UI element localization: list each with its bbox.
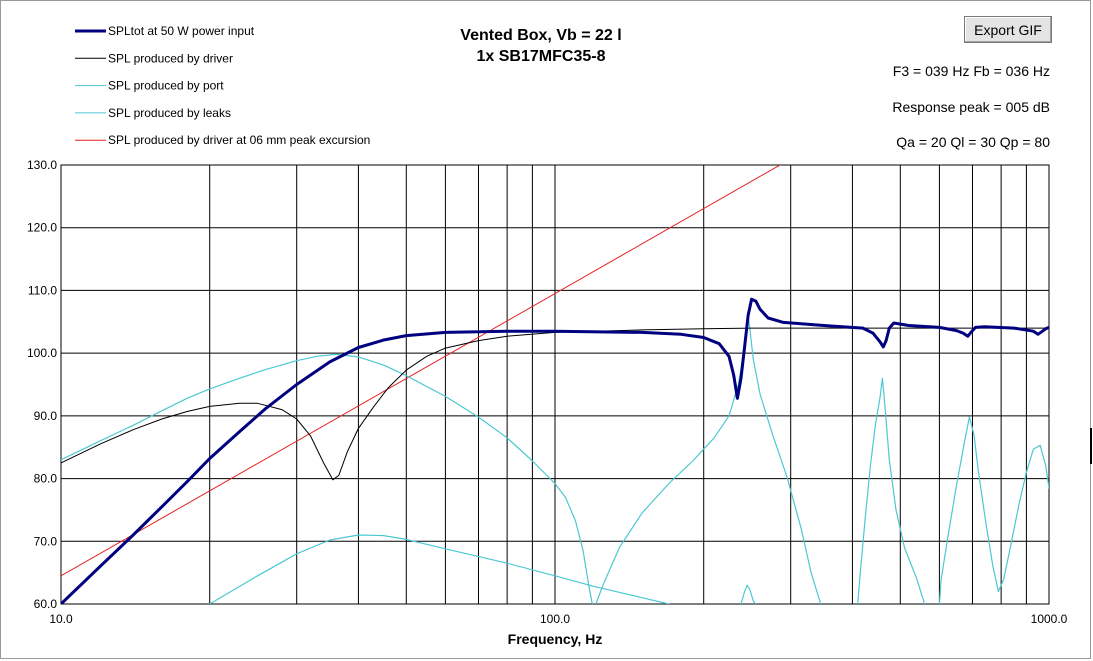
info-q-values: Qa = 20 Ql = 30 Qp = 80: [896, 134, 1050, 150]
y-tick-label: 70.0: [34, 534, 58, 548]
legend-label-port: SPL produced by port: [108, 79, 224, 93]
chart-title: Vented Box, Vb = 22 l: [460, 27, 621, 44]
legend-label-driver: SPL produced by driver: [108, 51, 233, 65]
y-tick-label: 130.0: [27, 158, 57, 172]
legend-label-total: SPLtot at 50 W power input: [108, 24, 255, 38]
legend-label-excursion: SPL produced by driver at 06 mm peak exc…: [108, 133, 370, 147]
y-tick-label: 110.0: [28, 283, 57, 297]
x-tick-label: 10.0: [49, 612, 73, 626]
export-gif-button[interactable]: Export GIF: [964, 16, 1052, 43]
series-line-leaks: [209, 534, 757, 604]
y-tick-label: 60.0: [34, 597, 58, 611]
legend: SPLtot at 50 W power input SPL produced b…: [75, 24, 370, 147]
window-edge-marker: [1090, 428, 1092, 464]
y-tick-label: 120.0: [27, 221, 57, 235]
series-line-excursion: [61, 165, 781, 577]
info-response-peak: Response peak = 005 dB: [892, 99, 1050, 115]
x-tick-label: 100.0: [540, 612, 570, 626]
info-f3-fb: F3 = 039 Hz Fb = 036 Hz: [893, 63, 1050, 79]
legend-label-leaks: SPL produced by leaks: [108, 106, 231, 120]
x-tick-labels: 10.0 100.0 1000.0: [49, 612, 1067, 626]
series-line-driver: [61, 327, 1049, 481]
x-tick-label: 1000.0: [1031, 612, 1068, 626]
y-tick-label: 100.0: [27, 346, 57, 360]
y-tick-label: 80.0: [34, 472, 58, 486]
series-line-total: [61, 297, 1049, 604]
x-axis-title: Frequency, Hz: [508, 631, 603, 647]
y-tick-labels: 60.0 70.0 80.0 90.0 100.0 110.0 120.0 130.0: [27, 158, 57, 611]
series-group: [61, 165, 1049, 604]
chart-subtitle: 1x SB17MFC35-8: [477, 48, 606, 65]
plot-border: [60, 164, 1050, 605]
y-tick-label: 90.0: [34, 409, 58, 423]
